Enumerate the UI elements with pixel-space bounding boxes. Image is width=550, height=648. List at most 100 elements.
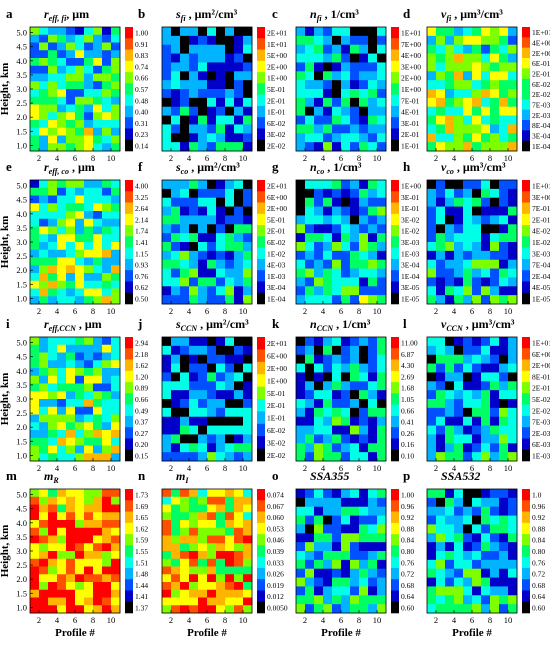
heatmap-cell <box>508 62 518 72</box>
heatmap-cell <box>198 582 208 591</box>
heatmap-cell <box>207 62 217 72</box>
title-unit: , μm²/cm³ <box>197 317 249 331</box>
heatmap-cell <box>508 595 518 605</box>
heatmap-cell <box>180 206 190 216</box>
heatmap-cell <box>341 551 351 561</box>
colorbar-label: 0.96 <box>401 502 414 511</box>
heatmap-cell <box>445 215 455 225</box>
heatmap-cell <box>93 58 103 67</box>
heatmap-cell <box>111 399 121 408</box>
heatmap-cell <box>463 188 473 199</box>
heatmap-cell <box>102 337 112 346</box>
x-tick-label: 6 <box>339 615 343 625</box>
heatmap-cell <box>234 399 244 409</box>
colorbar-segment <box>522 348 530 360</box>
heatmap-cell <box>427 372 437 382</box>
heatmap-cell <box>323 197 333 207</box>
colorbar-segment <box>257 349 265 363</box>
colorbar-label: 2E-01 <box>532 384 550 393</box>
heatmap-cell <box>57 127 67 136</box>
heatmap-cell <box>350 115 360 125</box>
heatmap-cell <box>30 143 40 152</box>
heatmap-cell <box>198 504 208 513</box>
heatmap-cell <box>350 399 360 409</box>
heatmap-cell <box>341 443 351 453</box>
heatmap-cell <box>332 106 342 116</box>
colorbar-segment <box>125 359 133 372</box>
y-tick-label: 1.5 <box>16 588 27 598</box>
heatmap-cell <box>323 44 333 54</box>
heatmap-cell <box>162 206 172 216</box>
heatmap-cell <box>341 372 351 382</box>
heatmap-cell <box>454 425 464 435</box>
heatmap-cell <box>84 558 94 567</box>
heatmap-cell <box>162 416 172 426</box>
heatmap-cell <box>102 453 112 462</box>
heatmap-cell <box>508 259 518 269</box>
heatmap-cell <box>189 345 199 356</box>
heatmap-cell <box>234 286 244 296</box>
heatmap-cell <box>243 496 253 505</box>
heatmap-cell <box>508 97 518 108</box>
colorbar-label: 1.15 <box>135 249 148 258</box>
heatmap-cell <box>243 115 253 125</box>
heatmap-cell <box>454 354 464 364</box>
heatmap-cell <box>490 180 500 190</box>
heatmap-cell <box>314 27 324 37</box>
heatmap-cell <box>499 277 509 287</box>
heatmap-cell <box>216 44 226 54</box>
heatmap-cell <box>102 582 112 591</box>
heatmap-cell <box>368 506 378 516</box>
heatmap-cell <box>323 399 333 409</box>
colorbar-label: 2.18 <box>135 350 148 359</box>
heatmap-cell <box>445 133 455 143</box>
heatmap-cell <box>377 277 387 287</box>
colorbar-segment <box>257 128 265 141</box>
heatmap-cell <box>490 586 500 596</box>
panel-letter: a <box>6 6 13 21</box>
heatmap-cell <box>66 574 76 583</box>
heatmap-cell <box>30 360 40 369</box>
heatmap-cell <box>84 597 94 606</box>
title-subscript: I <box>184 476 189 485</box>
colorbar-label: 1E+01 <box>532 182 550 191</box>
heatmap-cell <box>75 143 85 152</box>
heatmap-cell <box>216 434 226 444</box>
heatmap-cell <box>481 559 491 570</box>
colorbar-segment <box>257 270 265 282</box>
colorbar-segment <box>125 489 133 501</box>
heatmap-cell <box>207 399 217 409</box>
heatmap-cell <box>225 504 235 513</box>
heatmap-cell <box>436 277 446 287</box>
heatmap-cell <box>341 506 351 516</box>
y-tick-label: 3.5 <box>16 70 27 80</box>
heatmap-cell <box>490 363 500 373</box>
heatmap-cell <box>305 452 315 462</box>
panel-title: nCCN , 1/cm³ <box>310 317 371 333</box>
heatmap-cell <box>216 527 226 536</box>
heatmap-cell <box>48 120 58 129</box>
heatmap-cell <box>377 381 387 391</box>
heatmap-cell <box>102 566 112 575</box>
heatmap-cell <box>445 268 455 278</box>
heatmap-cell <box>102 383 112 392</box>
heatmap-cell <box>427 434 437 444</box>
heatmap-cell <box>508 233 518 243</box>
heatmap-cell <box>39 96 49 105</box>
heatmap-cell <box>314 233 324 243</box>
heatmap-cell <box>48 81 58 90</box>
heatmap-cell <box>305 390 315 400</box>
colorbar-segment <box>391 556 399 569</box>
heatmap-cell <box>171 399 181 409</box>
heatmap-cell <box>508 197 518 207</box>
heatmap-cell <box>436 71 446 81</box>
heatmap-cell <box>225 582 235 591</box>
heatmap-cell <box>93 27 103 36</box>
heatmap-cell <box>75 337 85 346</box>
heatmap-cell <box>243 233 253 243</box>
heatmap-cell <box>296 533 306 543</box>
heatmap-cell <box>368 337 378 347</box>
colorbar-segment <box>391 94 399 107</box>
heatmap-cell <box>30 414 40 423</box>
heatmap-cell <box>180 425 190 435</box>
